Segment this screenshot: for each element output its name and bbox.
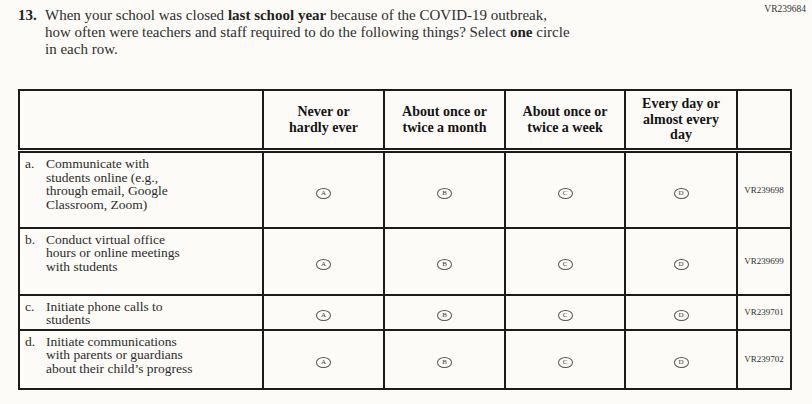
table-row-d: d.Initiate communications with parents o… [19, 330, 791, 389]
table-row-c: c.Initiate phone calls to students A B C… [19, 295, 791, 330]
row-c-cell-everyday: D [625, 295, 737, 330]
question-line-2: how often were teachers and staff requir… [45, 24, 570, 41]
response-grid: Never or hardly ever About once or twice… [18, 89, 792, 390]
row-d-cell-everyday: D [625, 330, 737, 389]
row-code: VR239701 [737, 295, 791, 330]
column-header-week: About once or twice a week [505, 90, 625, 151]
empty-label-header-cell [19, 90, 263, 151]
row-c-option-circle-d[interactable]: D [674, 310, 689, 321]
row-code: VR239699 [737, 228, 791, 295]
empty-code-header-cell [737, 90, 791, 151]
column-header-month: About once or twice a month [384, 90, 505, 151]
question-line-3: in each row. [45, 41, 570, 58]
row-a-option-circle-c[interactable]: C [558, 188, 573, 199]
row-a-option-circle-b[interactable]: B [437, 188, 452, 199]
row-d-cell-week: C [505, 330, 625, 389]
row-b-option-circle-d[interactable]: D [674, 259, 689, 270]
column-header-everyday: Every day or almost every day [625, 90, 737, 151]
row-d-option-circle-d[interactable]: D [674, 357, 689, 368]
row-c-option-circle-b[interactable]: B [437, 310, 452, 321]
table-row-a: a.Communicate with students online (e.g.… [19, 151, 791, 228]
row-c-cell-never: A [263, 295, 384, 330]
row-c-label-cell: c.Initiate phone calls to students [19, 295, 263, 330]
column-header-never: Never or hardly ever [263, 90, 384, 151]
row-a-label-cell: a.Communicate with students online (e.g.… [19, 151, 263, 228]
question-number: 13. [18, 7, 45, 24]
row-code: VR239698 [737, 151, 791, 228]
row-d-option-circle-c[interactable]: C [558, 357, 573, 368]
row-a-cell-month: B [384, 151, 505, 228]
row-c-cell-week: C [505, 295, 625, 330]
question-text: When your school was closed last school … [45, 7, 570, 58]
row-b-cell-everyday: D [625, 228, 737, 295]
row-a-cell-never: A [263, 151, 384, 228]
row-b-cell-week: C [505, 228, 625, 295]
row-d-option-circle-b[interactable]: B [437, 357, 452, 368]
row-c-option-circle-a[interactable]: A [316, 310, 331, 321]
row-label: Conduct virtual office hours or online m… [46, 233, 256, 274]
row-a-cell-week: C [505, 151, 625, 228]
row-letter: c. [25, 300, 46, 314]
row-a-cell-everyday: D [625, 151, 737, 228]
row-a-option-circle-d[interactable]: D [674, 188, 689, 199]
row-letter: d. [25, 335, 46, 349]
row-b-option-circle-b[interactable]: B [437, 259, 452, 270]
row-label: Initiate phone calls to students [46, 300, 256, 327]
row-d-option-circle-a[interactable]: A [316, 357, 331, 368]
row-label: Initiate communications with parents or … [46, 335, 256, 376]
table-row-b: b.Conduct virtual office hours or online… [19, 228, 791, 295]
row-b-option-circle-a[interactable]: A [316, 259, 331, 270]
row-a-option-circle-a[interactable]: A [316, 188, 331, 199]
question-13: 13. When your school was closed last sch… [18, 7, 570, 58]
form-code: VR239684 [764, 4, 806, 14]
questionnaire-page: VR239684 13. When your school was closed… [0, 0, 812, 404]
row-d-cell-never: A [263, 330, 384, 389]
row-c-option-circle-c[interactable]: C [558, 310, 573, 321]
row-label: Communicate with students online (e.g., … [46, 157, 256, 211]
row-b-label-cell: b.Conduct virtual office hours or online… [19, 228, 263, 295]
row-b-option-circle-c[interactable]: C [558, 259, 573, 270]
row-d-label-cell: d.Initiate communications with parents o… [19, 330, 263, 389]
header-row: Never or hardly ever About once or twice… [19, 90, 791, 151]
row-code: VR239702 [737, 330, 791, 389]
row-b-cell-never: A [263, 228, 384, 295]
question-line-1: When your school was closed last school … [45, 7, 570, 24]
row-letter: b. [25, 233, 46, 247]
row-c-cell-month: B [384, 295, 505, 330]
row-letter: a. [25, 157, 46, 171]
row-b-cell-month: B [384, 228, 505, 295]
row-d-cell-month: B [384, 330, 505, 389]
